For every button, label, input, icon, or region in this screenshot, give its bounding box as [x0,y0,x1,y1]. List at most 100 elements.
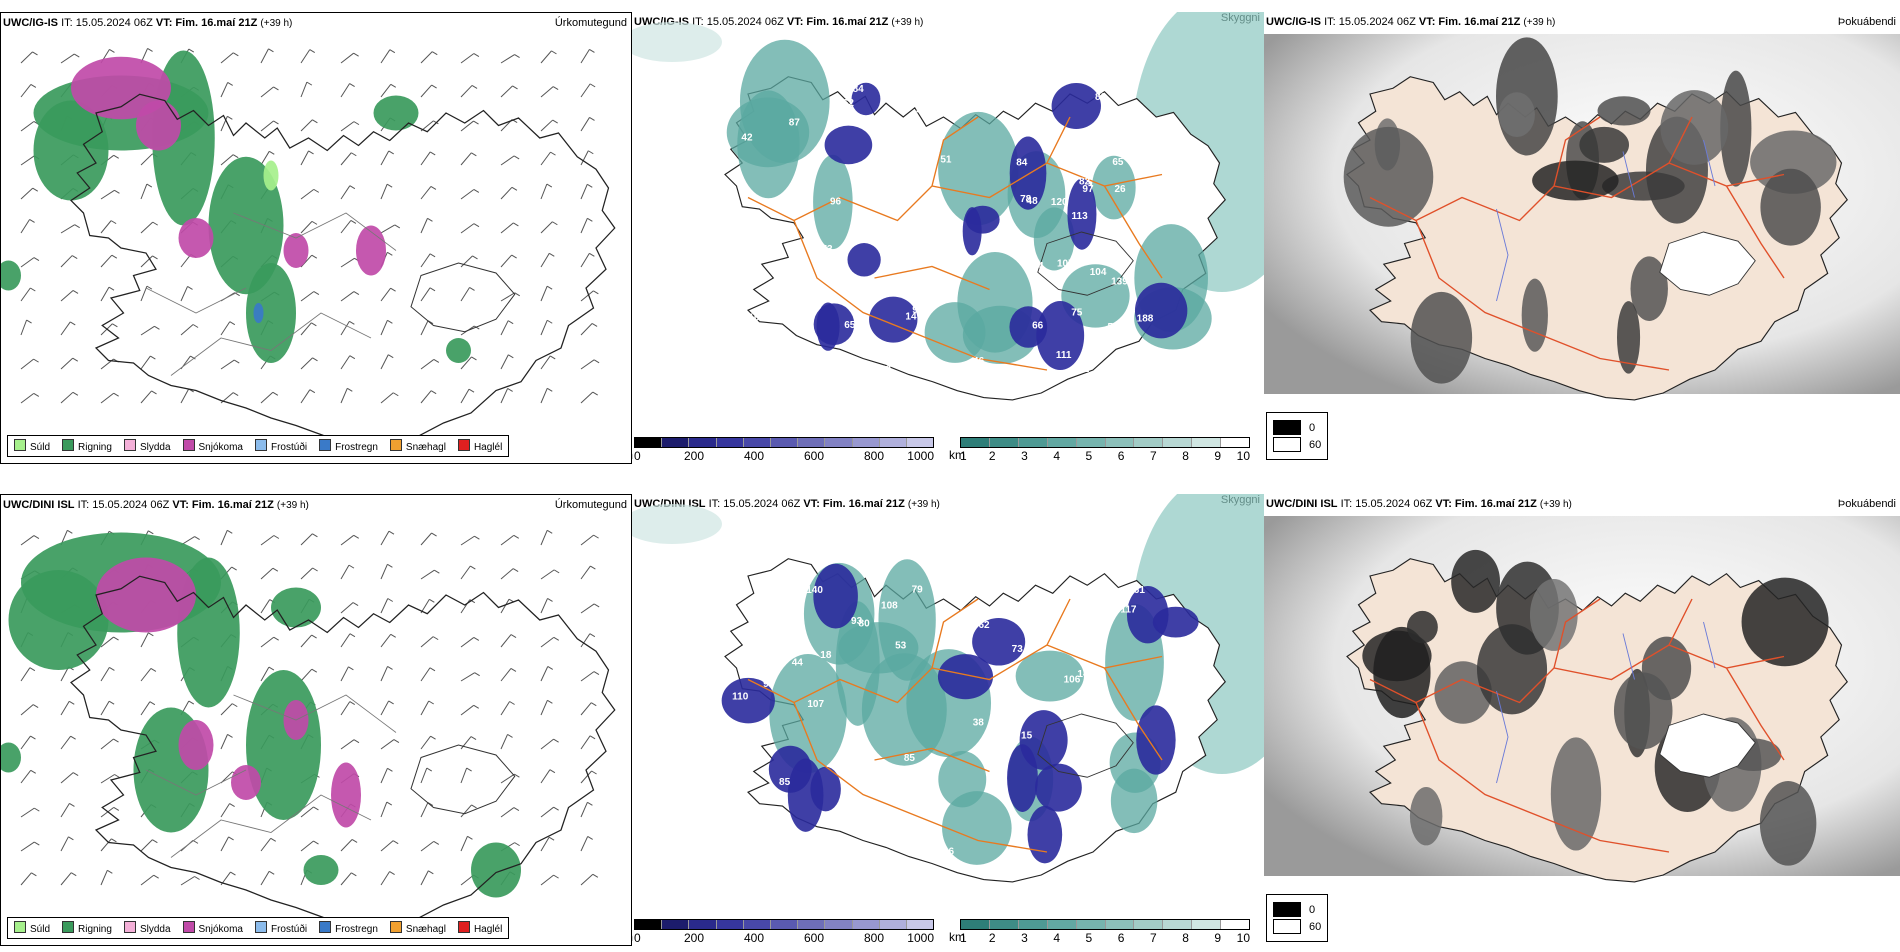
cloud-base-label: 40 [781,344,793,355]
legend-swatch [457,921,470,933]
colorbar-swatch [635,438,663,447]
colorbar-swatch [743,438,771,447]
legend-label: Rigning [78,924,112,935]
legend-label: Frostúði [270,924,308,935]
fog-legend-item: 60 [1273,919,1321,934]
cloud-base-label: 65 [1112,157,1124,168]
valid-time-label: VT: [172,499,189,511]
colorbar-swatch [798,920,826,929]
visibility-colorbar-ticks: 1 2 3 4 5 6 7 8 9 10 [960,931,1250,945]
valid-time-label: VT: [786,16,804,28]
colorbar-swatch [1105,920,1135,929]
colorbar-tick: 9 [1214,931,1222,945]
cloud-base-label: 88 [759,241,771,252]
colorbar-tick: 6 [1117,449,1125,463]
panel-header: UWC/DINI ISL IT: 15.05.2024 06Z VT: Fim.… [1266,498,1572,510]
cloud-base-label: 112 [733,828,750,839]
colorbar-tick: 200 [683,449,705,463]
cloud-base-label: 18 [820,650,832,661]
colorbar-swatch [1047,438,1077,447]
colorbar-swatch [798,438,826,447]
colorbar-swatch [1076,438,1106,447]
product-title: Þokuábendi [1837,16,1896,28]
colorbar-swatch [852,920,880,929]
legend-item-frostúði: Frostúði [254,439,307,453]
visibility-colorbar: 1 2 3 4 5 6 7 8 9 10 km [949,919,1250,945]
legend-item-snjókoma: Snjókoma [182,439,243,453]
forecast-step: (+39 h) [891,17,924,28]
colorbar-swatch [1192,920,1222,929]
cloud-base-label: 78 [1020,194,1032,205]
cloud-base-label: 95 [912,305,924,316]
colorbar-swatch [689,438,717,447]
legend-label: Snæhagl [405,924,446,935]
cloud-base-label: 53 [751,236,763,247]
cloud-height-colorbar-ticks: 0 200 400 600 800 1000 [634,449,934,463]
colorbar-swatch [1163,920,1193,929]
cloud-base-label: 188 [1137,314,1154,325]
legend-label: Súld [30,924,51,935]
cloud-base-label: 161 [1128,585,1145,596]
colorbar-tick: 5 [1085,931,1093,945]
product-title: Úrkomutegund [554,17,627,29]
colorbar-tick: 600 [803,449,825,463]
valid-time-label: VT: [1435,498,1452,510]
legend-swatch [123,921,136,933]
colorbar-swatch [989,920,1019,929]
panel-header: UWC/IG-IS IT: 15.05.2024 06Z VT: Fim. 16… [1266,16,1555,28]
colorbar-tick: 9 [1214,449,1222,463]
colorbar-unit: km [949,930,965,944]
legend-label: Súld [30,442,51,453]
forecast-step: (+39 h) [260,18,293,29]
colorbar-swatch [1018,438,1048,447]
colorbar-tick: 2 [988,449,996,463]
legend-swatch [319,439,332,451]
colorbar-tick: 200 [683,931,705,945]
cloud-visibility-map: 75 65 52 51 10 84 82 65 80 10 26 42 113 58 103 87 75 62 95… [632,12,1264,401]
colorbar-tick: 0 [634,449,641,463]
legend-label: Snjókoma [198,924,243,935]
legend-item-rigning: Rigning [62,439,112,453]
cloud-base-label: 62 [978,620,990,631]
forecast-step: (+39 h) [1539,499,1572,510]
legend-label: Haglél [473,442,503,453]
colorbar-tick: 8 [1182,449,1189,463]
cloud-base-label: 106 [1064,674,1081,685]
colorbar-swatch [662,920,690,929]
cloud-base-label: 58 [880,365,892,376]
colorbar-unit: km [949,448,965,462]
legend-item-haglél: Haglél [457,439,503,453]
colorbar-swatch [906,920,934,929]
valid-time: Fim. 16.maí 21Z [806,16,889,28]
cloud-base-label: 66 [926,239,938,250]
legend-label: Snæhagl [405,442,446,453]
cloud-base-label: 108 [881,601,898,612]
legend-label: Slydda [139,442,171,453]
visibility-colorbar-swatches [960,919,1250,930]
panel-header: UWC/DINI ISL IT: 15.05.2024 06Z VT: Fim.… [3,499,309,511]
cloud-base-label: 84 [853,84,865,95]
fog-legend-label: 60 [1309,920,1322,933]
legend-swatch [182,921,195,933]
cloud-base-label: 53 [895,640,907,651]
cloud-base-label: 77 [1073,843,1085,854]
cloud-base-label: 104 [1090,267,1107,278]
cloud-height-colorbar: 0 200 400 600 800 1000 m [632,437,934,463]
cloud-base-label: 87 [786,631,798,642]
colorbar-tick: 8 [1182,931,1189,945]
colorbar-tick: 0 [634,931,641,945]
init-time: IT: 15.05.2024 06Z [708,498,801,510]
legend-swatch [62,439,75,451]
colorbar-swatch [716,438,744,447]
legend-item-slydda: Slydda [123,921,171,935]
colorbar-swatch [1134,920,1164,929]
colorbar-tick: 5 [1085,449,1093,463]
colorbar-swatch [1134,438,1164,447]
precip-type-panel: UWC/DINI ISL IT: 15.05.2024 06Z VT: Fim.… [0,494,632,946]
cloud-base-label: 26 [1114,184,1126,195]
cloud-base-label: 73 [821,244,833,255]
legend-swatch [457,439,470,451]
cloud-base-label: 116 [938,847,955,858]
colorbar-swatch [879,920,907,929]
colorbar-tick: 400 [743,931,765,945]
